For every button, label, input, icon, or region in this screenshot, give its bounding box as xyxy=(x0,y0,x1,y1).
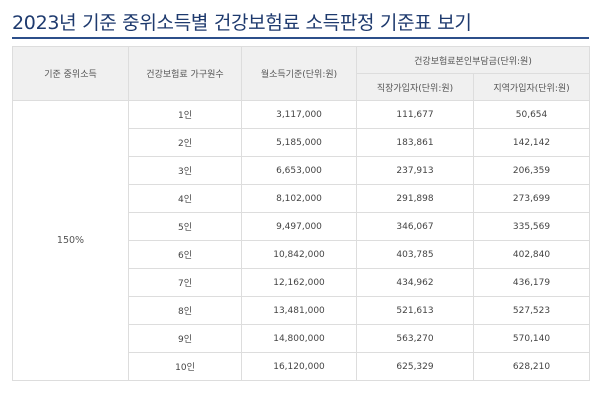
monthly-income-cell: 5,185,000 xyxy=(241,128,357,157)
regional-premium-cell: 436,179 xyxy=(472,268,591,297)
header-monthly-income: 월소득기준(단위:원) xyxy=(241,46,357,101)
income-criteria-table: 기준 중위소득 건강보험료 가구원수 월소득기준(단위:원) 건강보험료본인부담… xyxy=(12,46,591,381)
title-divider xyxy=(12,37,589,39)
employee-premium-cell: 346,067 xyxy=(356,212,474,241)
household-size-cell: 5인 xyxy=(128,212,242,241)
regional-premium-cell: 628,210 xyxy=(472,352,591,381)
regional-premium-cell: 402,840 xyxy=(472,240,591,269)
employee-premium-cell: 403,785 xyxy=(356,240,474,269)
header-household-size: 건강보험료 가구원수 xyxy=(128,46,242,101)
table-row: 150% 1인 3,117,000 111,677 50,654 xyxy=(12,100,591,381)
monthly-income-cell: 14,800,000 xyxy=(241,324,357,353)
monthly-income-cell: 16,120,000 xyxy=(241,352,357,381)
employee-premium-cell: 563,270 xyxy=(356,324,474,353)
household-size-cell: 1인 xyxy=(128,100,242,129)
table-body: 150% 1인 3,117,000 111,677 50,654 2인 5,185,000 1… xyxy=(12,100,591,381)
monthly-income-cell: 12,162,000 xyxy=(241,268,357,297)
household-size-cell: 7인 xyxy=(128,268,242,297)
table-header: 기준 중위소득 건강보험료 가구원수 월소득기준(단위:원) 건강보험료본인부담… xyxy=(12,46,591,101)
monthly-income-cell: 3,117,000 xyxy=(241,100,357,129)
table-row: 9인 14,800,000 563,270 570,140 xyxy=(13,324,591,353)
household-size-cell: 3인 xyxy=(128,156,242,185)
employee-premium-cell: 183,861 xyxy=(356,128,474,157)
monthly-income-cell: 13,481,000 xyxy=(241,296,357,325)
regional-premium-cell: 206,359 xyxy=(472,156,591,185)
table-row: 7인 12,162,000 434,962 436,179 xyxy=(13,268,591,297)
employee-premium-cell: 434,962 xyxy=(356,268,474,297)
monthly-income-cell: 10,842,000 xyxy=(241,240,357,269)
table-row: 8인 13,481,000 521,613 527,523 xyxy=(13,296,591,325)
median-income-cell: 150% xyxy=(12,100,129,381)
monthly-income-cell: 6,653,000 xyxy=(241,156,357,185)
regional-premium-cell: 50,654 xyxy=(472,100,591,129)
table-row: 3인 6,653,000 237,913 206,359 xyxy=(13,156,591,185)
regional-premium-cell: 527,523 xyxy=(472,296,591,325)
header-employee: 직장가입자(단위:원) xyxy=(356,73,474,101)
household-size-cell: 8인 xyxy=(128,296,242,325)
employee-premium-cell: 237,913 xyxy=(356,156,474,185)
regional-premium-cell: 335,569 xyxy=(472,212,591,241)
monthly-income-cell: 8,102,000 xyxy=(241,184,357,213)
employee-premium-cell: 625,329 xyxy=(356,352,474,381)
page-title: 2023년 기준 중위소득별 건강보험료 소득판정 기준표 보기 xyxy=(12,12,472,34)
regional-premium-cell: 570,140 xyxy=(472,324,591,353)
table-row: 10인 16,120,000 625,329 628,210 xyxy=(13,352,591,381)
table-row: 2인 5,185,000 183,861 142,142 xyxy=(13,128,591,157)
household-size-cell: 10인 xyxy=(128,352,242,381)
regional-premium-cell: 273,699 xyxy=(472,184,591,213)
household-size-cell: 4인 xyxy=(128,184,242,213)
header-regional: 지역가입자(단위:원) xyxy=(472,73,591,101)
header-median-income: 기준 중위소득 xyxy=(12,46,129,101)
employee-premium-cell: 521,613 xyxy=(356,296,474,325)
table-row: 5인 9,497,000 346,067 335,569 xyxy=(13,212,591,241)
header-premium-group: 건강보험료본인부담금(단위:원) xyxy=(355,46,591,74)
table-row: 4인 8,102,000 291,898 273,699 xyxy=(13,184,591,213)
monthly-income-cell: 9,497,000 xyxy=(241,212,357,241)
household-size-cell: 6인 xyxy=(128,240,242,269)
employee-premium-cell: 291,898 xyxy=(356,184,474,213)
household-size-cell: 2인 xyxy=(128,128,242,157)
household-size-cell: 9인 xyxy=(128,324,242,353)
table-row: 6인 10,842,000 403,785 402,840 xyxy=(13,240,591,269)
employee-premium-cell: 111,677 xyxy=(356,100,474,129)
regional-premium-cell: 142,142 xyxy=(472,128,591,157)
